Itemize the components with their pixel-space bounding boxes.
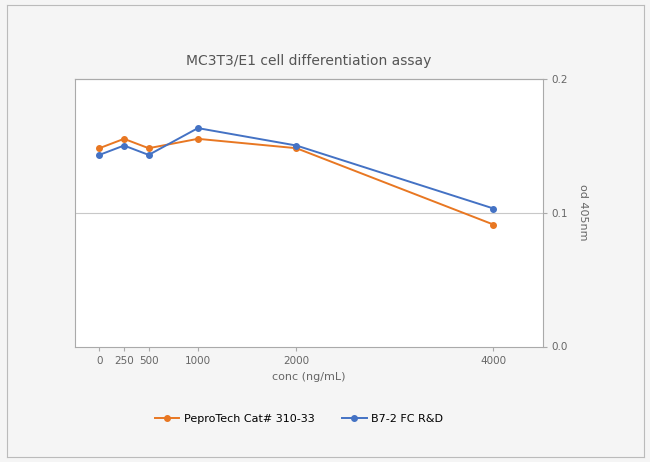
Title: MC3T3/E1 cell differentiation assay: MC3T3/E1 cell differentiation assay [186,54,432,67]
B7-2 FC R&D [145,152,153,158]
B7-2 FC R&D [292,143,300,148]
Line: B7-2 FC R&D: B7-2 FC R&D [97,125,496,211]
PeproTech Cat# 310-33 [145,146,153,151]
PeproTech Cat# 310-33 [292,146,300,151]
B7-2 FC R&D [489,206,497,211]
B7-2 FC R&D [120,143,128,148]
PeproTech Cat# 310-33 [120,136,128,141]
PeproTech Cat# 310-33 [96,146,103,151]
B7-2 FC R&D [96,152,103,158]
Line: PeproTech Cat# 310-33: PeproTech Cat# 310-33 [97,136,496,227]
PeproTech Cat# 310-33 [194,136,202,141]
B7-2 FC R&D [194,125,202,131]
X-axis label: conc (ng/mL): conc (ng/mL) [272,372,346,383]
Legend: PeproTech Cat# 310-33, B7-2 FC R&D: PeproTech Cat# 310-33, B7-2 FC R&D [150,410,448,429]
PeproTech Cat# 310-33 [489,222,497,227]
Y-axis label: od 405nm: od 405nm [578,184,588,241]
